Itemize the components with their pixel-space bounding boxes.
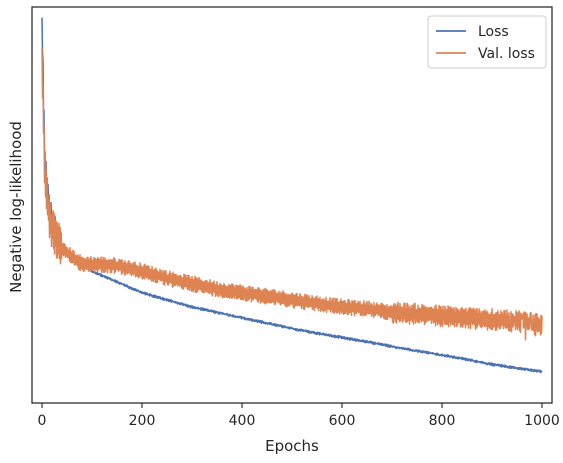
x-axis-label: Epochs bbox=[265, 437, 319, 455]
legend-label-1: Val. loss bbox=[478, 46, 535, 62]
series-line-val-loss bbox=[41, 47, 543, 341]
x-tick-label-800: 800 bbox=[429, 413, 456, 429]
x-tick-label-600: 600 bbox=[329, 413, 356, 429]
x-tick-label-400: 400 bbox=[229, 413, 256, 429]
x-tick-label-1000: 1000 bbox=[524, 413, 560, 429]
plot-frame bbox=[31, 6, 553, 404]
legend-label-0: Loss bbox=[478, 24, 509, 40]
legend-box bbox=[427, 15, 547, 69]
x-tick-label-0: 0 bbox=[38, 413, 47, 429]
chart-lines bbox=[41, 17, 543, 374]
y-axis-label: Negative log-likelihood bbox=[7, 121, 25, 293]
x-axis-ticks: 0 200 400 600 800 1000 bbox=[38, 403, 560, 429]
legend: Loss Val. loss bbox=[427, 15, 547, 69]
x-tick-label-200: 200 bbox=[129, 413, 156, 429]
series-line-loss bbox=[41, 17, 543, 374]
